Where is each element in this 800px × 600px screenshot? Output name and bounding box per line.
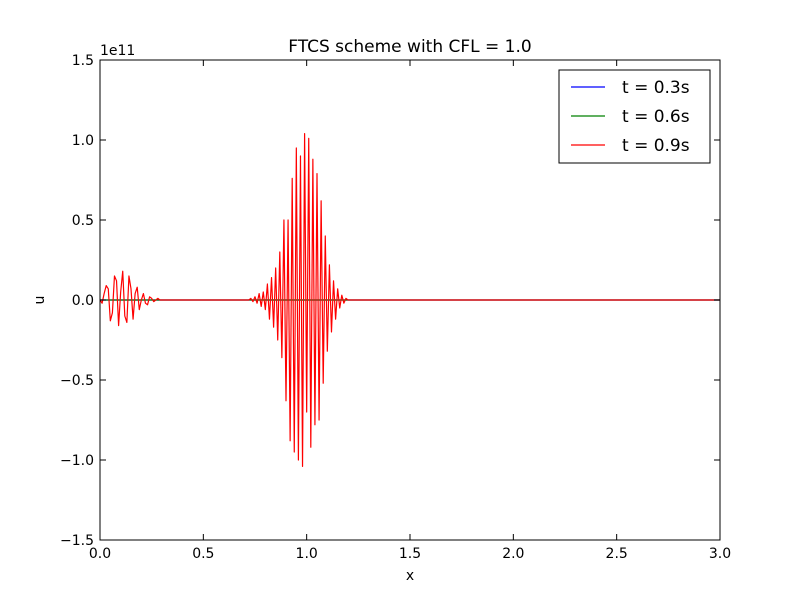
y-tick-label: −1.5 [60, 533, 94, 549]
x-tick-label: 0.5 [192, 546, 214, 562]
series-layer [99, 133, 720, 467]
y-tick-label: 0.0 [72, 293, 94, 309]
x-tick-label: 2.0 [502, 546, 524, 562]
x-tick-label: 1.0 [296, 546, 318, 562]
y-tick-label: −0.5 [60, 373, 94, 389]
y-tick-label: 1.0 [72, 133, 94, 149]
x-tick-label: 0.0 [89, 546, 111, 562]
y-tick-label: 0.5 [72, 213, 94, 229]
x-tick-label: 1.5 [399, 546, 421, 562]
legend-label: t = 0.3s [622, 78, 690, 98]
x-tick-label: 2.5 [606, 546, 628, 562]
y-offset-text: 1e11 [100, 43, 135, 59]
series-line-3 [99, 133, 720, 467]
y-axis-label: u [32, 296, 48, 305]
legend: t = 0.3s t = 0.6s t = 0.9s [558, 69, 711, 164]
x-tick-label: 3.0 [709, 546, 731, 562]
y-tick-label: 1.5 [72, 53, 94, 69]
legend-label: t = 0.9s [622, 136, 690, 156]
legend-label: t = 0.6s [622, 107, 690, 127]
chart-title: FTCS scheme with CFL = 1.0 [288, 37, 531, 57]
tick-layer: 0.0 0.5 1.0 1.5 2.0 2.5 3.0 −1.5 −1.0 −0.5 0.0 0.5 1… [60, 53, 731, 562]
x-axis-label: x [406, 568, 414, 584]
y-tick-label: −1.0 [60, 453, 94, 469]
